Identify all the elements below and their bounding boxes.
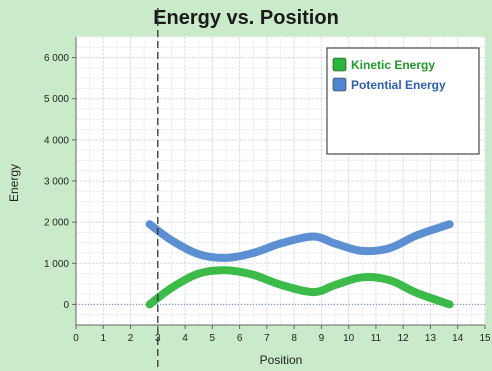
y-tick-label: 6 000 [44,53,69,64]
x-axis-label: Position [260,353,303,367]
y-tick-label: 3 000 [44,177,69,188]
x-tick-label: 9 [319,333,325,344]
y-tick-label: 5 000 [44,94,69,105]
x-tick-label: 13 [425,333,437,344]
x-tick-label: 5 [210,333,216,344]
x-tick-label: 11 [371,333,382,344]
x-tick-label: 1 [100,333,106,344]
potential-energy-line [145,220,454,262]
x-tick-label: 14 [452,333,464,344]
x-tick-label: 6 [237,333,243,344]
potential-energy-legend-swatch [332,77,347,92]
x-tick-label: 4 [182,333,188,344]
x-tick-label: 0 [73,333,79,344]
y-tick-label: 0 [63,300,69,311]
x-tick-label: 15 [479,333,491,344]
y-tick-label: 1 000 [44,259,69,270]
x-tick-label: 7 [264,333,270,344]
x-tick-label: 2 [128,333,134,344]
kinetic-energy-legend-swatch [332,57,347,72]
legend-box [326,47,480,155]
potential-energy-legend-label: Potential Energy [351,78,446,92]
y-axis-label: Energy [7,164,21,202]
y-tick-labels: 0 1 000 2 000 3 000 4 000 5 000 6 000 [44,53,76,311]
y-tick-label: 2 000 [44,218,69,229]
x-tick-labels: 0 1 2 3 4 5 6 7 8 9 10 11 12 13 14 15 [73,325,491,344]
kinetic-energy-line [145,266,454,309]
x-tick-label: 8 [291,333,297,344]
x-tick-label: 3 [155,333,161,344]
x-tick-label: 12 [398,333,410,344]
x-tick-label: 10 [343,333,355,344]
kinetic-energy-legend-label: Kinetic Energy [351,58,435,72]
series-group [145,220,454,309]
legend: Kinetic Energy Potential Energy [326,47,480,155]
y-tick-label: 4 000 [44,135,69,146]
chart-title: Energy vs. Position [153,7,339,29]
